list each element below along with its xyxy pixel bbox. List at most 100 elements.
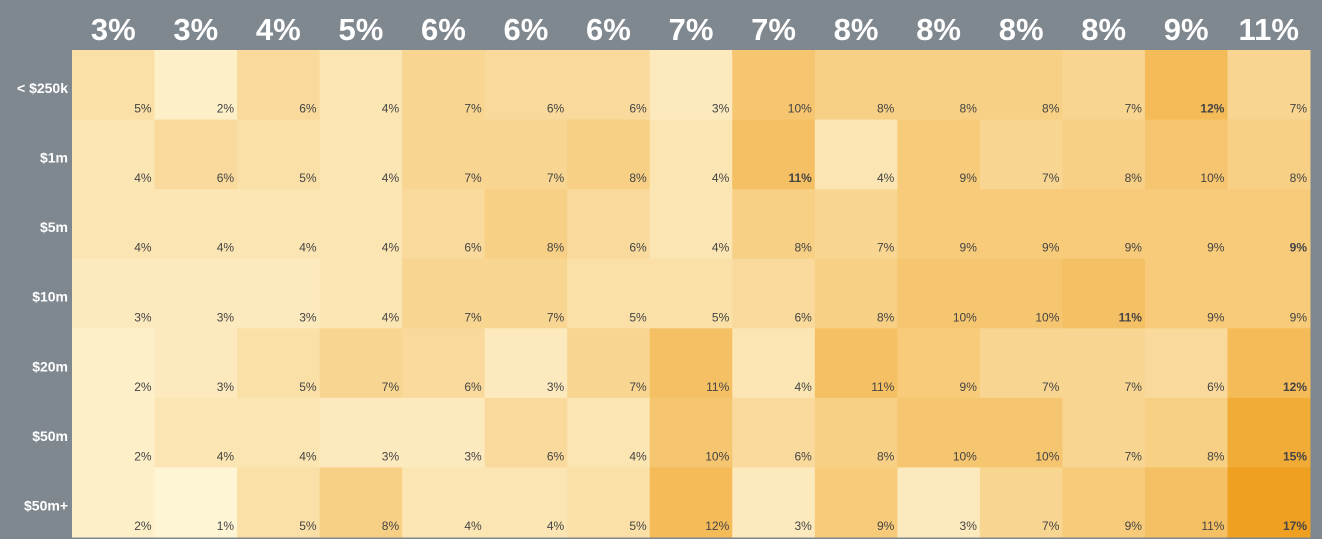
cell — [1144, 467, 1228, 538]
cell — [484, 119, 568, 190]
cell — [979, 328, 1063, 399]
cell — [732, 397, 816, 468]
cell-label: 9% — [1125, 241, 1143, 255]
cell-label: 8% — [960, 102, 978, 116]
cell — [897, 328, 981, 399]
cell-label: 2% — [134, 519, 152, 533]
cell-label: 7% — [1125, 102, 1143, 116]
cell-label: 17% — [1283, 519, 1307, 533]
cell-label: 4% — [217, 241, 235, 255]
cell-label: 11% — [788, 171, 812, 185]
cell-label: 6% — [464, 380, 482, 394]
cell-label: 7% — [1125, 449, 1143, 463]
cell — [897, 189, 981, 260]
column-header: 8% — [1081, 12, 1126, 47]
cell — [1227, 189, 1311, 260]
cell-label: 4% — [382, 171, 400, 185]
cell — [237, 50, 321, 121]
column-header: 11% — [1239, 12, 1299, 47]
cell — [402, 50, 486, 121]
cell — [1144, 328, 1228, 399]
cell — [484, 397, 568, 468]
column-header: 6% — [586, 12, 631, 47]
cell — [402, 397, 486, 468]
cell — [72, 328, 156, 399]
cell-label: 6% — [794, 310, 812, 324]
cell — [732, 50, 816, 121]
cell — [484, 189, 568, 260]
cell — [897, 467, 981, 538]
cell — [154, 258, 238, 329]
cell — [979, 397, 1063, 468]
cell — [72, 119, 156, 190]
row-label: $10m — [32, 289, 68, 305]
cell — [72, 189, 156, 260]
column-header: 8% — [916, 12, 961, 47]
cell — [649, 328, 733, 399]
cell-label: 3% — [134, 310, 152, 324]
cell-label: 4% — [382, 310, 400, 324]
column-header: 6% — [421, 12, 466, 47]
cell — [897, 397, 981, 468]
cell — [1144, 189, 1228, 260]
cell-label: 9% — [1290, 310, 1308, 324]
cell — [319, 467, 403, 538]
cell-label: 10% — [788, 102, 812, 116]
cell-label: 9% — [1290, 241, 1308, 255]
cell-label: 12% — [1283, 380, 1307, 394]
cell — [484, 467, 568, 538]
cell-label: 4% — [877, 171, 895, 185]
cell-label: 7% — [547, 310, 565, 324]
cell-label: 1% — [217, 519, 235, 533]
cell — [979, 50, 1063, 121]
cell — [814, 467, 898, 538]
cell-label: 9% — [1042, 241, 1060, 255]
cell — [237, 397, 321, 468]
cell-label: 4% — [134, 241, 152, 255]
cell-label: 10% — [705, 449, 729, 463]
cell-label: 3% — [794, 519, 812, 533]
cell — [649, 467, 733, 538]
cell-label: 10% — [1200, 171, 1224, 185]
cell — [732, 328, 816, 399]
cell — [897, 258, 981, 329]
cell — [237, 328, 321, 399]
cell — [979, 119, 1063, 190]
cell-label: 8% — [794, 241, 812, 255]
cell-label: 6% — [1207, 380, 1225, 394]
cell-label: 8% — [1207, 449, 1225, 463]
cell-label: 8% — [1290, 171, 1308, 185]
cell-label: 7% — [547, 171, 565, 185]
cell-label: 7% — [464, 171, 482, 185]
column-header: 7% — [669, 12, 714, 47]
cell — [237, 189, 321, 260]
cell-label: 10% — [1035, 310, 1059, 324]
cell — [1144, 258, 1228, 329]
cell — [319, 189, 403, 260]
cell — [814, 119, 898, 190]
cell-label: 7% — [1042, 519, 1060, 533]
cell — [1062, 397, 1146, 468]
cell-label: 9% — [877, 519, 895, 533]
cell-label: 8% — [547, 241, 565, 255]
cell-label: 9% — [1125, 519, 1143, 533]
cell — [649, 258, 733, 329]
cell-label: 12% — [1200, 102, 1224, 116]
cell — [732, 189, 816, 260]
cell — [72, 258, 156, 329]
cell-label: 4% — [794, 380, 812, 394]
cell — [1227, 397, 1311, 468]
cell — [72, 467, 156, 538]
cell — [1062, 258, 1146, 329]
cell-label: 3% — [960, 519, 978, 533]
cell-label: 7% — [877, 241, 895, 255]
cell-label: 15% — [1283, 449, 1307, 463]
cell — [814, 397, 898, 468]
cell — [897, 50, 981, 121]
cell — [237, 119, 321, 190]
cell — [732, 467, 816, 538]
row-label: $1m — [40, 150, 68, 166]
column-header: 5% — [338, 12, 383, 47]
cell-label: 2% — [134, 380, 152, 394]
cell — [567, 50, 651, 121]
